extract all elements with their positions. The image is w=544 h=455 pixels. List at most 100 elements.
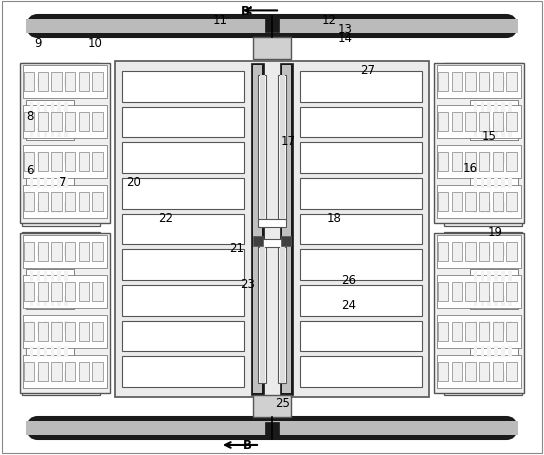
- Bar: [58, 153, 61, 163]
- Bar: [38, 192, 48, 212]
- Bar: [434, 64, 524, 223]
- Bar: [508, 296, 512, 307]
- Bar: [493, 243, 503, 262]
- Text: 7: 7: [59, 176, 66, 188]
- Bar: [58, 246, 61, 257]
- Bar: [51, 282, 61, 302]
- Text: 25: 25: [275, 396, 290, 409]
- Bar: [36, 203, 40, 213]
- Bar: [480, 128, 484, 138]
- Bar: [480, 78, 484, 88]
- Bar: [38, 282, 48, 302]
- Bar: [300, 321, 422, 352]
- Bar: [465, 322, 475, 342]
- Bar: [58, 271, 61, 282]
- Bar: [506, 113, 517, 132]
- Bar: [115, 62, 429, 397]
- Text: 18: 18: [327, 212, 342, 225]
- Bar: [58, 321, 61, 332]
- Bar: [508, 128, 512, 138]
- Bar: [51, 113, 61, 132]
- Bar: [259, 248, 264, 383]
- Bar: [501, 371, 505, 382]
- Bar: [259, 76, 264, 219]
- Bar: [23, 186, 107, 219]
- Bar: [487, 271, 491, 282]
- Bar: [474, 271, 477, 282]
- Bar: [469, 151, 518, 166]
- Text: 20: 20: [126, 176, 141, 188]
- Bar: [122, 285, 244, 316]
- Bar: [23, 315, 107, 349]
- Bar: [251, 64, 264, 395]
- Bar: [480, 203, 484, 213]
- Bar: [282, 66, 291, 393]
- Bar: [79, 362, 89, 381]
- Text: 10: 10: [88, 37, 103, 50]
- Bar: [51, 103, 54, 113]
- Bar: [44, 78, 47, 88]
- Bar: [51, 296, 54, 307]
- Text: 19: 19: [487, 226, 503, 238]
- Bar: [474, 203, 477, 213]
- Bar: [480, 271, 484, 282]
- Bar: [79, 73, 89, 92]
- Bar: [38, 243, 48, 262]
- Bar: [65, 73, 75, 92]
- Bar: [469, 101, 518, 116]
- Bar: [26, 126, 75, 141]
- Bar: [36, 271, 40, 282]
- Bar: [508, 78, 512, 88]
- Bar: [64, 203, 68, 213]
- Text: 11: 11: [213, 14, 228, 27]
- Bar: [300, 285, 422, 316]
- Bar: [474, 78, 477, 88]
- Text: 23: 23: [240, 278, 255, 291]
- Bar: [493, 322, 503, 342]
- Text: 21: 21: [229, 242, 244, 254]
- Bar: [480, 103, 484, 113]
- Bar: [487, 178, 491, 188]
- Bar: [452, 282, 462, 302]
- Bar: [480, 321, 484, 332]
- Bar: [300, 179, 422, 209]
- Bar: [64, 321, 68, 332]
- Bar: [493, 152, 503, 172]
- Bar: [508, 321, 512, 332]
- Bar: [26, 244, 75, 259]
- Bar: [474, 178, 477, 188]
- Bar: [452, 362, 462, 381]
- Bar: [122, 72, 244, 102]
- Text: 26: 26: [341, 273, 356, 286]
- Bar: [487, 321, 491, 332]
- Bar: [501, 296, 505, 307]
- Bar: [92, 243, 103, 262]
- Bar: [30, 78, 33, 88]
- Bar: [493, 282, 503, 302]
- Bar: [278, 248, 286, 383]
- Bar: [36, 78, 40, 88]
- Bar: [493, 73, 503, 92]
- Bar: [494, 203, 498, 213]
- Bar: [465, 282, 475, 302]
- Bar: [501, 271, 505, 282]
- Bar: [51, 192, 61, 212]
- Bar: [480, 296, 484, 307]
- Bar: [278, 76, 286, 219]
- Bar: [36, 296, 40, 307]
- Text: 14: 14: [338, 32, 353, 45]
- Bar: [65, 113, 75, 132]
- Bar: [23, 355, 107, 389]
- Bar: [494, 246, 498, 257]
- Bar: [58, 203, 61, 213]
- Bar: [22, 64, 100, 227]
- Bar: [452, 73, 462, 92]
- Bar: [501, 346, 505, 357]
- Bar: [38, 152, 48, 172]
- Text: 6: 6: [26, 164, 34, 177]
- Bar: [479, 362, 489, 381]
- Bar: [474, 246, 477, 257]
- Bar: [44, 178, 47, 188]
- Bar: [480, 246, 484, 257]
- Bar: [465, 152, 475, 172]
